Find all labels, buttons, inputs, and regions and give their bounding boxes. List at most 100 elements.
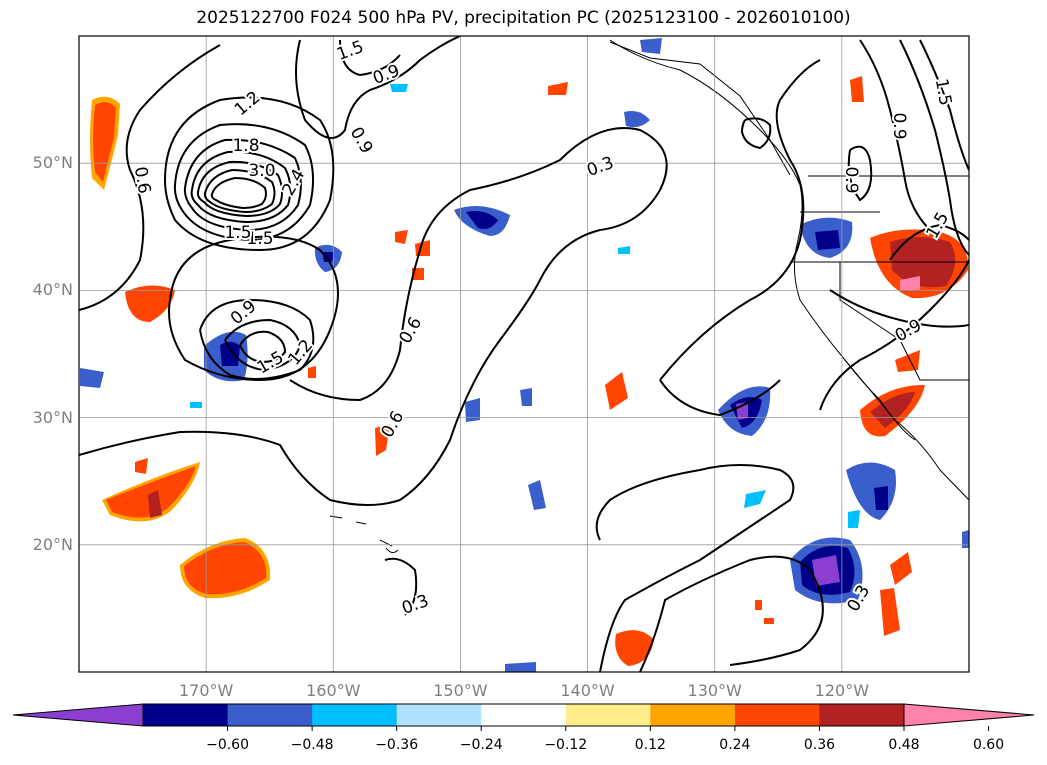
pv-contour [659,379,781,417]
alaska-coastline [609,41,791,176]
contour-label: 0.9 [839,164,863,195]
longitude-label: 120°W [814,681,870,700]
pv-contour [829,289,969,328]
pv-contour [210,176,267,210]
colorbar-tick-label: −0.24 [459,737,503,753]
precip-negative-area [220,341,240,366]
pv-contour [740,117,772,150]
pv-contour [239,330,287,364]
precip-negative-area [874,486,888,510]
colorbar-tick-label: 0.24 [719,737,751,753]
precip-negative-area [815,230,840,250]
contour-label: 1.5 [244,227,275,251]
graticule [79,36,969,672]
svg-text:0.9: 0.9 [889,112,909,139]
pv-contour [859,39,931,231]
pv-contour [295,36,461,139]
pv-contour [224,318,302,372]
contour-label: 0.6 [128,163,156,197]
precip-negative-area [520,388,532,406]
contour-label: 1.5 [222,221,253,245]
precip-negative-area [812,555,840,586]
state-borders [790,211,969,381]
pv-contour [889,223,969,261]
precip-positive-area [308,366,316,378]
svg-text:1.5: 1.5 [224,223,251,243]
precip-positive-area [850,76,864,102]
pv-contour [847,145,873,202]
colorbar-segment [734,704,820,726]
contour-label: 0.9 [887,110,911,141]
svg-text:1.8: 1.8 [232,136,259,156]
precip-positive-area [106,466,196,518]
precip-shading [80,38,969,672]
precip-positive-area [548,82,568,95]
latitude-label: 30°N [32,407,73,427]
longitude-label: 150°W [433,681,488,700]
hawaii-islands [329,515,399,554]
precip-positive-area [900,276,920,290]
pv-contour [339,39,401,77]
precip-negative-area [624,111,650,128]
precip-positive-area [605,372,628,410]
colorbar-segment [481,704,567,726]
precip-positive-area [93,102,116,182]
colorbar-tick-label: −0.36 [375,737,419,753]
svg-text:3.0: 3.0 [248,161,275,181]
pv-contour [639,555,824,672]
precip-positive-area [870,392,915,428]
colorbar-segment [819,704,905,726]
precip-positive-area [764,618,774,624]
pv-contour [919,39,969,171]
pv-contour [190,150,292,224]
pv-contour [659,59,821,381]
colorbar-tick-label: 0.60 [972,737,1005,753]
precip-positive-area [135,458,148,474]
colorbar-min-extension [12,703,144,727]
pv-contour [819,259,969,411]
precip-negative-area [744,490,766,508]
pv-contour [183,138,302,232]
precip-positive-area [395,230,408,244]
precip-negative-area [465,398,480,422]
precip-negative-area [505,662,536,672]
latitude-label: 40°N [32,280,73,300]
colorbar-segment [227,704,313,726]
pv-contours [79,36,969,672]
pv-contour [384,557,418,616]
baja-coastline [844,359,916,441]
map-panel: 0.60.60.60.30.30.30.90.90.90.90.90.91.21… [79,36,969,672]
longitude-label: 140°W [560,681,615,700]
pv-contour [79,127,668,506]
precip-negative-area [390,84,408,92]
longitude-label: 160°W [306,681,361,700]
precip-positive-area [615,630,654,666]
svg-text:0.6: 0.6 [130,165,154,195]
precip-negative-area [640,38,662,54]
longitude-label: 170°W [178,681,234,700]
precip-negative-area [528,480,546,510]
precip-positive-area [375,424,390,456]
latitude-label: 50°N [32,153,73,173]
colorbar-max-extension [903,703,1035,727]
svg-text:1.5: 1.5 [246,229,273,249]
colorbar [12,703,1035,731]
precip-negative-area [618,246,630,254]
pv-contour [164,96,335,252]
colorbar-tick-label: 0.48 [888,737,920,753]
colorbar-frame [142,703,905,727]
pv-contour [79,44,221,311]
svg-text:0.9: 0.9 [841,166,861,193]
colorbar-tick-label: 0.36 [803,737,836,753]
precip-negative-area [466,211,498,229]
pv-contour [173,123,315,242]
precip-negative-area [80,368,104,388]
colorbar-segment [312,704,398,726]
pv-contour [196,160,284,218]
contour-label: 1.8 [230,134,261,158]
longitude-label: 130°W [687,681,742,700]
pv-contour [199,298,315,380]
colorbar-segment [396,704,482,726]
pv-contour [203,168,276,214]
precip-positive-area [880,588,900,636]
